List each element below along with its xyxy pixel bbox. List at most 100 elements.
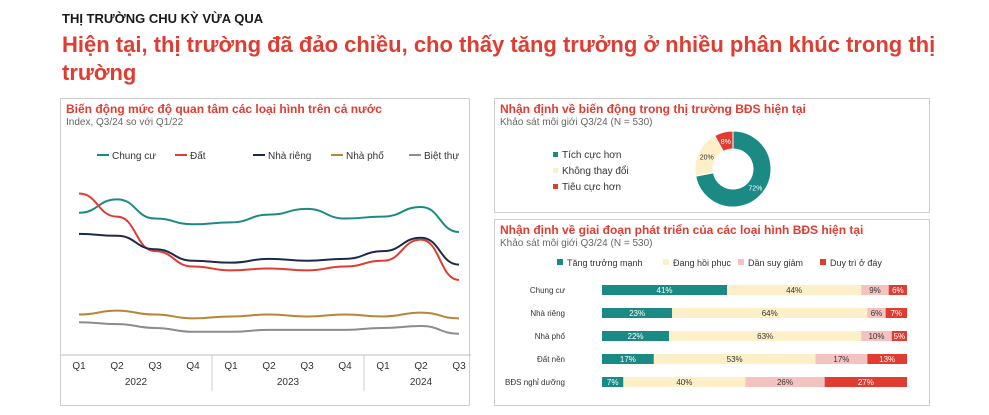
legend-swatch [553,184,558,189]
bar-segment [602,331,670,341]
bar-segment [815,354,868,364]
legend-swatch [553,168,558,173]
legend-label: Nhà riêng [268,151,311,162]
x-tick-label: Q2 [414,361,428,372]
legend-label: Tăng trưởng mạnh [567,258,642,268]
development-stage-panel: Nhận định về giai đoạn phát triển của cá… [494,219,930,406]
bar-segment [653,354,816,364]
x-tick-label: Q3 [148,361,162,372]
bar-segment [745,377,825,387]
legend-swatch [557,259,563,265]
bar-segment [885,308,907,318]
bar-category-label: Đất nền [537,355,565,364]
bar-chart-subtitle: Khảo sát môi giới Q3/24 (N = 530) [500,238,653,249]
series-line [78,309,460,320]
legend-label: Tích cực hơn [562,150,621,161]
bar-segment [888,285,907,295]
donut-chart-title: Nhận định về biến động trong thị trường … [500,102,806,116]
bar-segment [672,308,868,318]
bar-segment [669,331,862,341]
bar-data-label: 26% [777,378,793,387]
market-sentiment-panel: Nhận định về biến động trong thị trường … [494,98,930,213]
legend-label: Tiêu cực hơn [562,182,621,193]
bar-data-label: 23% [629,309,645,318]
bar-data-label: 53% [727,355,743,364]
bar-data-label: 17% [620,355,636,364]
x-tick-label: Q4 [186,361,200,372]
legend-label: Duy trì ở đáy [830,258,882,268]
bar-data-label: 64% [762,309,778,318]
x-tick-label: Q2 [262,361,276,372]
bar-segment [602,377,624,387]
bar-data-label: 17% [833,355,849,364]
x-tick-label: Q3 [300,361,314,372]
series-line [78,192,460,281]
x-tick-label: Q3 [452,361,466,372]
legend-swatch [553,152,558,157]
bar-segment [891,331,907,341]
x-group-label: 2022 [125,377,148,388]
page-headline: Hiện tại, thị trường đã đảo chiều, cho t… [62,32,936,85]
legend-label: Biệt thự [424,151,459,162]
bar-data-label: 41% [657,286,673,295]
bar-segment [861,285,889,295]
bar-data-label: 22% [628,332,644,341]
bar-data-label: 13% [879,355,895,364]
bar-data-label: 10% [868,332,884,341]
bar-segment [867,308,886,318]
line-chart: Chung cư Đất Nhà riêng Nhà phố Biệt thự Q1 Q2 Q… [61,150,471,391]
bar-category-label: BĐS nghỉ dưỡng [505,378,565,387]
donut-slice [714,130,734,153]
bar-segment [824,377,907,387]
legend-swatch [738,259,744,265]
bar-data-label: 5% [894,332,906,341]
bar-category-label: Nhà phố [535,332,566,341]
bar-data-label: 7% [891,309,903,318]
legend-label: Không thay đổi [562,165,629,177]
bar-data-label: 6% [871,309,883,318]
legend-label: Đang hồi phục [673,258,732,268]
slice-label: 8% [721,139,731,146]
line-chart-title: Biến động mức độ quan tâm các loại hình … [66,102,382,116]
bar-data-label: 27% [858,378,874,387]
bar-segment [623,377,746,387]
series-line [78,232,460,266]
section-kicker: THỊ TRƯỜNG CHU KỲ VỪA QUA [62,11,264,26]
bar-data-label: 9% [869,286,881,295]
x-tick-label: Q4 [338,361,352,372]
slice-label: 72% [748,185,762,192]
bar-data-label: 44% [786,286,802,295]
series-line [78,198,460,233]
bar-category-label: Chung cư [530,286,566,295]
bar-data-label: 7% [607,378,619,387]
bar-segment [727,285,862,295]
x-tick-label: Q2 [110,361,124,372]
interest-index-panel: Biến động mức độ quan tâm các loại hình … [60,98,471,406]
legend-swatch [663,259,669,265]
bar-segment [602,308,673,318]
bar-segment [867,354,907,364]
stacked-bar-chart: Tăng trưởng mạnh Đang hồi phục Dần suy giả… [505,258,907,387]
bar-data-label: 40% [676,378,692,387]
bar-data-label: 63% [757,332,773,341]
line-chart-subtitle: Index, Q3/24 so với Q1/22 [66,117,184,128]
legend-label: Đất [190,150,206,162]
x-group-label: 2023 [277,377,300,388]
legend-label: Nhà phố [346,150,384,162]
bar-segment [602,285,728,295]
legend-label: Chung cư [112,151,156,162]
donut-chart-subtitle: Khảo sát môi giới Q3/24 (N = 530) [500,117,653,128]
bar-segment [602,354,654,364]
bar-chart-title: Nhận định về giai đoạn phát triển của cá… [500,223,864,237]
bar-data-label: 6% [892,286,904,295]
bar-segment [861,331,892,341]
slice-label: 20% [700,155,714,162]
donut-slice [695,130,772,208]
x-group-label: 2024 [410,377,433,388]
bar-category-label: Nhà riêng [530,309,565,318]
series-line [78,321,460,335]
donut-chart: Tích cực hơn Không thay đổi Tiêu cực hơn 72… [553,130,772,208]
x-tick-label: Q1 [224,361,238,372]
legend-swatch [820,259,826,265]
legend-label: Dần suy giảm [748,258,803,268]
